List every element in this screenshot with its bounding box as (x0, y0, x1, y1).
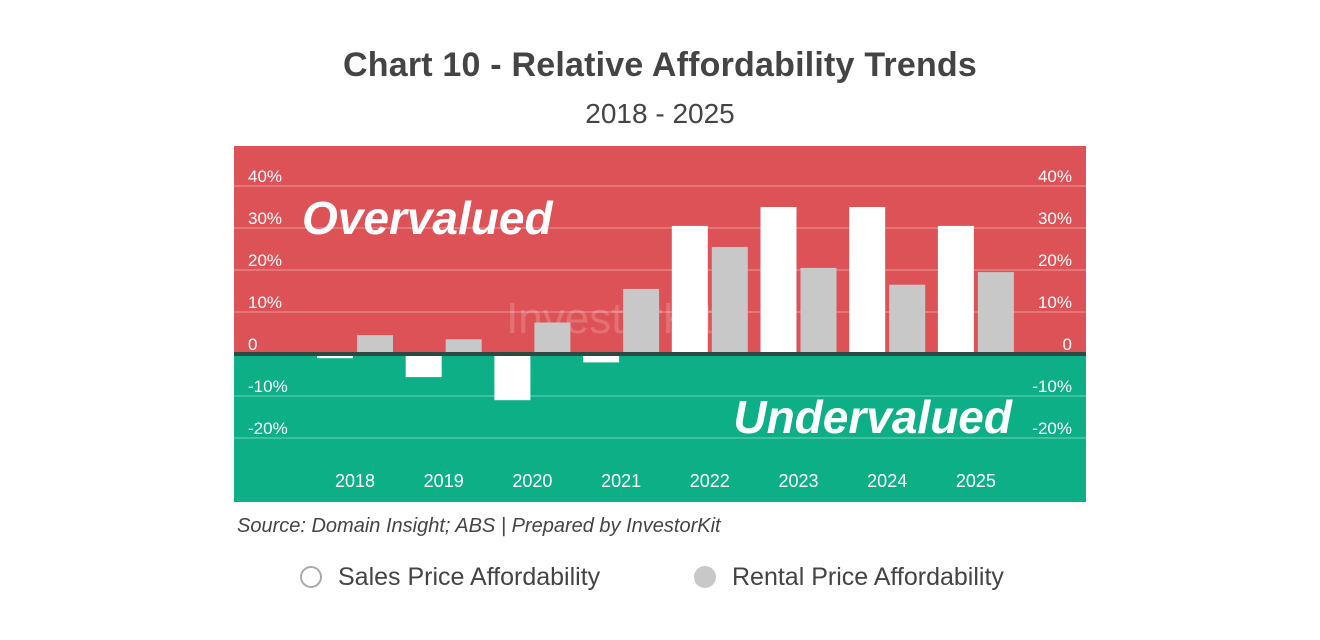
legend-sales[interactable]: Sales Price Affordability (300, 560, 600, 594)
undervalued-label: Undervalued (733, 391, 1013, 443)
y-tick-label-left: 10% (248, 293, 282, 312)
sales-bar-2018 (317, 354, 353, 359)
legend-rental[interactable]: Rental Price Affordability (694, 560, 1004, 594)
sales-bar-2025 (937, 225, 974, 354)
sales-bar-2020 (494, 354, 531, 401)
undervalued-zone (234, 354, 1086, 502)
chart-subtitle: 2018 - 2025 (585, 98, 735, 129)
sales-bar-2022 (671, 225, 708, 354)
y-tick-label-right: 10% (1038, 293, 1072, 312)
legend-rental-swatch (694, 566, 716, 588)
y-tick-label-left: 30% (248, 209, 282, 228)
legend-sales-label: Sales Price Affordability (338, 562, 601, 591)
rental-bar-2021 (623, 288, 660, 354)
x-tick-label-2022: 2022 (690, 471, 730, 491)
x-tick-label-2018: 2018 (335, 471, 375, 491)
sales-bar-2021 (583, 354, 620, 363)
x-tick-label-2019: 2019 (424, 471, 464, 491)
x-tick-label-2021: 2021 (601, 471, 641, 491)
chart-title: Chart 10 - Relative Affordability Trends (343, 46, 977, 84)
x-tick-label-2025: 2025 (956, 471, 996, 491)
rental-bar-2022 (711, 246, 748, 354)
y-tick-label-left: 40% (248, 167, 282, 186)
rental-bar-2020 (534, 322, 571, 354)
x-tick-label-2024: 2024 (867, 471, 907, 491)
y-tick-label-left: 20% (248, 251, 282, 270)
legend-sales-swatch (300, 566, 322, 588)
rental-bar-2019 (445, 339, 482, 354)
affordability-chart: InvestorKit Overvalued Undervalued 40%30… (234, 146, 1086, 502)
overvalued-label: Overvalued (302, 192, 553, 244)
y-tick-label-left: -20% (248, 419, 288, 438)
y-tick-label-right: 0 (1063, 335, 1072, 354)
sales-bar-2019 (405, 354, 442, 378)
rental-bar-2018 (357, 335, 393, 354)
y-tick-label-right: 40% (1038, 167, 1072, 186)
y-tick-label-right: 30% (1038, 209, 1072, 228)
zero-line (234, 352, 1086, 356)
y-tick-label-left: 0 (248, 335, 257, 354)
x-tick-label-2023: 2023 (778, 471, 818, 491)
y-tick-label-right: -10% (1032, 377, 1072, 396)
sales-bar-2023 (760, 207, 797, 354)
rental-bar-2023 (800, 267, 837, 354)
rental-bar-2025 (977, 272, 1014, 354)
rental-bar-2024 (889, 284, 926, 354)
sales-bar-2024 (849, 207, 886, 354)
legend-rental-label: Rental Price Affordability (732, 562, 1004, 591)
y-tick-label-right: 20% (1038, 251, 1072, 270)
y-tick-label-right: -20% (1032, 419, 1072, 438)
x-tick-label-2020: 2020 (512, 471, 552, 491)
y-tick-label-left: -10% (248, 377, 288, 396)
source-note: Source: Domain Insight; ABS | Prepared b… (237, 515, 721, 537)
